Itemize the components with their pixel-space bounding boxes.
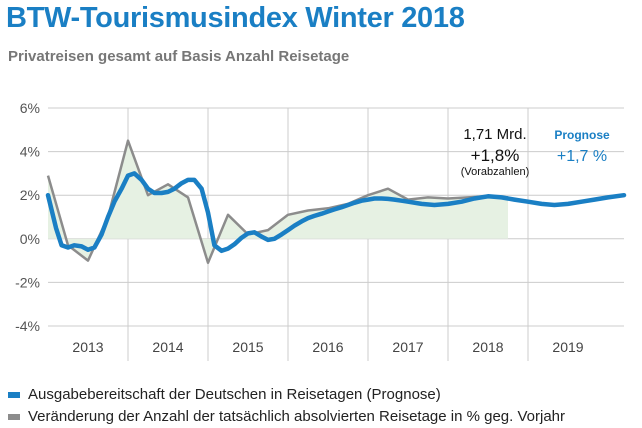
legend-label-forecast: Ausgabebereitschaft der Deutschen in Rei… xyxy=(28,386,441,403)
value-amount-label: 1,71 Mrd. xyxy=(463,126,526,143)
x-tick-label: 2014 xyxy=(152,339,183,355)
forecast-value-label: +1,7 % xyxy=(557,148,607,165)
actual-area-fill xyxy=(48,140,508,263)
y-tick-label: 2% xyxy=(20,187,40,203)
chart-subtitle: Privatreisen gesamt auf Basis Anzahl Rei… xyxy=(8,48,350,65)
legend-swatch-forecast xyxy=(8,392,20,399)
y-tick-label: -2% xyxy=(15,274,40,290)
forecast-label: Prognose xyxy=(554,128,610,142)
x-tick-label: 2016 xyxy=(312,339,343,355)
y-tick-label: 0% xyxy=(20,231,40,247)
line-chart: -4%-2%0%2%4%6% 2013 2014 2015 2016 2017 2018 2… xyxy=(15,100,627,361)
chart-title: BTW-Tourismusindex Winter 2018 xyxy=(6,2,465,34)
legend-swatch-actual xyxy=(8,414,20,421)
x-tick-label: 2019 xyxy=(552,339,583,355)
actual-series-line xyxy=(46,139,509,265)
y-tick-labels: -4% -2% 0% 2% 4% 6% xyxy=(15,100,40,334)
x-tick-label: 2013 xyxy=(72,339,103,355)
x-tick-label: 2017 xyxy=(392,339,423,355)
y-tick-label: 4% xyxy=(20,144,40,160)
legend-item-forecast: Ausgabebereitschaft der Deutschen in Rei… xyxy=(8,386,441,403)
value-note-label: (Vorabzahlen) xyxy=(461,166,530,178)
x-tick-label: 2015 xyxy=(232,339,263,355)
forecast-series-line xyxy=(45,171,627,254)
x-tick-label: 2018 xyxy=(472,339,503,355)
y-tick-label: 6% xyxy=(20,100,40,116)
value-change-label: +1,8% xyxy=(471,146,520,165)
legend-item-actual: Veränderung der Anzahl der tatsächlich a… xyxy=(8,408,565,425)
legend-label-actual: Veränderung der Anzahl der tatsächlich a… xyxy=(28,408,566,425)
x-tick-labels: 2013 2014 2015 2016 2017 2018 2019 xyxy=(72,339,583,355)
y-tick-label: -4% xyxy=(15,318,40,334)
